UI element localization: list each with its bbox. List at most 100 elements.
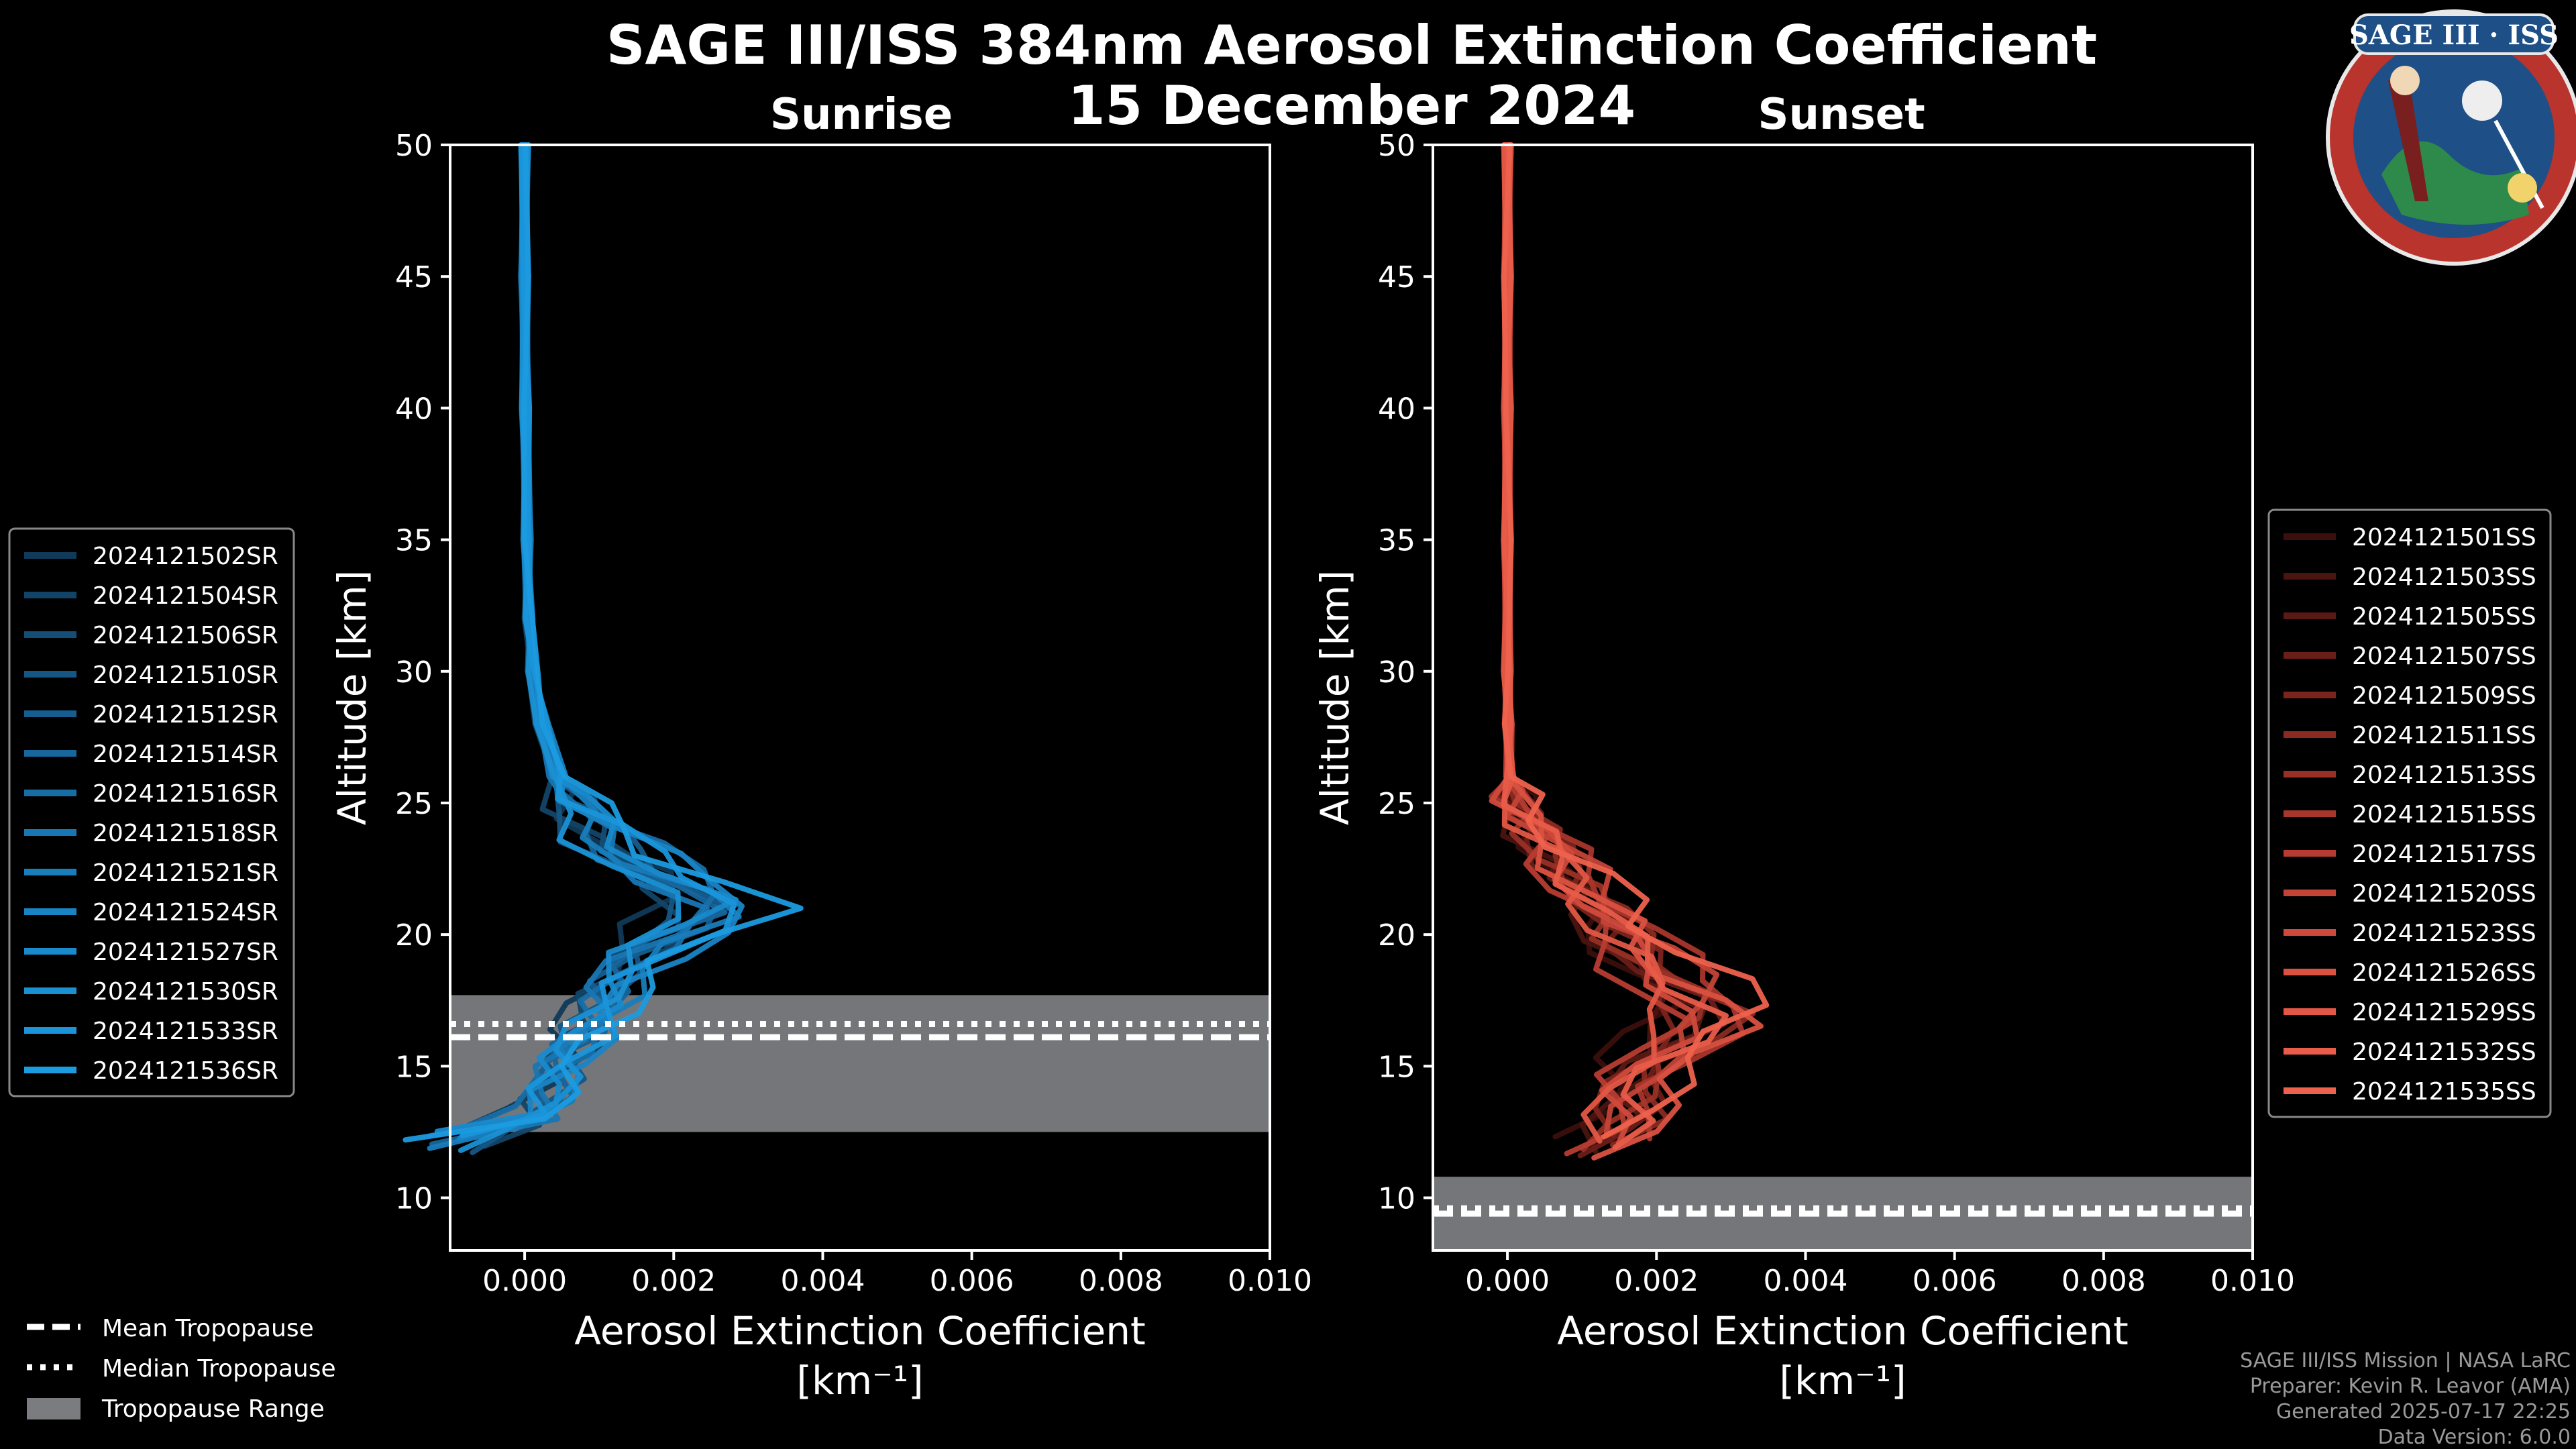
y-tick-label: 40 [395, 392, 433, 426]
profile-line-2024121526SS [1501, 142, 1764, 1161]
legend-label-2024121505SS: 2024121505SS [2352, 603, 2536, 631]
credits-block: SAGE III/ISS Mission | NASA LaRC Prepare… [2240, 1349, 2571, 1449]
x-tick-label: 0.002 [1614, 1264, 1699, 1298]
x-tick-label: 0.000 [482, 1264, 567, 1298]
y-tick-label: 35 [1378, 524, 1415, 558]
legend-label-2024121501SS: 2024121501SS [2352, 524, 2536, 551]
sunrise-y-axis-label: Altitude [km] [329, 570, 375, 825]
sunset-plot-frame [1432, 144, 2254, 1252]
legend-label-2024121520SS: 2024121520SS [2352, 880, 2536, 908]
sunset-profile-lines [1489, 142, 1770, 1161]
sage-iii-iss-mission-patch-icon: SAGE III · ISS [2326, 9, 2576, 266]
sunrise-profile-lines [402, 142, 804, 1155]
y-tick-label: 25 [1378, 787, 1415, 821]
legend-label-2024121513SS: 2024121513SS [2352, 761, 2536, 789]
sunset-panel-title: Sunset [1758, 90, 1925, 140]
y-tick-label: 30 [1378, 655, 1415, 690]
x-tick-label: 0.008 [1079, 1264, 1163, 1298]
median-tropopause-label: Median Tropopause [102, 1355, 336, 1383]
credit-mission: SAGE III/ISS Mission | NASA LaRC [2240, 1349, 2571, 1373]
y-tick-label: 30 [395, 655, 433, 690]
sunset-axis-ticks: 10 15 20 25 30 35 40 45 50 0.000 0.002 0.004 0.006 0.… [1378, 129, 2295, 1298]
tropopause-range-swatch [27, 1398, 80, 1419]
legend-label-2024121511SS: 2024121511SS [2352, 722, 2536, 749]
legend-label-2024121523SS: 2024121523SS [2352, 920, 2536, 947]
x-tick-label: 0.004 [1763, 1264, 1847, 1298]
legend-label-2024121516SR: 2024121516SR [93, 780, 278, 808]
y-tick-label: 20 [395, 918, 433, 953]
sunset-tropopause-lines [1433, 1205, 2253, 1217]
y-tick-label: 25 [395, 787, 433, 821]
legend-label-2024121517SS: 2024121517SS [2352, 841, 2536, 868]
x-tick-label: 0.010 [1228, 1264, 1312, 1298]
sunset-legend: 2024121501SS 2024121503SS 2024121505SS 2024… [2267, 508, 2552, 1118]
y-tick-label: 15 [395, 1050, 433, 1084]
sunrise-tropopause-lines [450, 1021, 1270, 1040]
figure-date: 15 December 2024 [1068, 74, 1635, 137]
legend-label-2024121504SR: 2024121504SR [93, 582, 278, 610]
legend-label-2024121536SR: 2024121536SR [93, 1057, 278, 1085]
y-tick-label: 40 [1378, 392, 1415, 426]
y-tick-label: 45 [1378, 260, 1415, 294]
sunset-panel: Sunset 10 15 20 25 30 35 40 45 50 0.000 0.002 0.004… [1312, 90, 2295, 1403]
legend-label-2024121533SR: 2024121533SR [93, 1018, 278, 1045]
sunrise-axis-ticks: 10 15 20 25 30 35 40 45 50 0.000 0.002 0.004 0.006 0.… [395, 129, 1312, 1298]
x-tick-label: 0.006 [930, 1264, 1014, 1298]
legend-label-2024121503SS: 2024121503SS [2352, 564, 2536, 591]
sunrise-legend: 2024121502SR 2024121504SR 2024121506SR 2024… [8, 527, 295, 1097]
profile-line-2024121532SS [1501, 142, 1729, 1150]
credit-data-version: Data Version: 6.0.0 [2378, 1426, 2571, 1449]
y-tick-label: 20 [1378, 918, 1415, 953]
sunrise-x-axis-label: Aerosol Extinction Coefficient [574, 1308, 1146, 1354]
y-tick-label: 10 [1378, 1182, 1415, 1216]
profile-line-2024121536SR [402, 142, 804, 1143]
y-tick-label: 10 [395, 1182, 433, 1216]
credit-generated: Generated 2025-07-17 22:25 [2276, 1400, 2571, 1424]
legend-label-2024121512SR: 2024121512SR [93, 701, 278, 729]
mean-tropopause-label: Mean Tropopause [102, 1315, 314, 1342]
patch-title: SAGE III · ISS [2349, 19, 2559, 51]
legend-label-2024121506SR: 2024121506SR [93, 622, 278, 649]
profile-line-2024121503SS [1500, 142, 1670, 1155]
tropopause-legend: Mean Tropopause Median Tropopause Tropop… [27, 1315, 336, 1423]
legend-label-2024121507SS: 2024121507SS [2352, 643, 2536, 670]
x-tick-label: 0.006 [1913, 1264, 1997, 1298]
legend-label-2024121518SR: 2024121518SR [93, 820, 278, 847]
sunrise-panel-title: Sunrise [770, 90, 953, 140]
x-tick-label: 0.008 [2061, 1264, 2146, 1298]
figure-title: SAGE III/ISS 384nm Aerosol Extinction Co… [606, 14, 2097, 76]
legend-label-2024121521SR: 2024121521SR [93, 859, 278, 887]
legend-label-2024121510SR: 2024121510SR [93, 661, 278, 689]
legend-label-2024121509SS: 2024121509SS [2352, 682, 2536, 710]
profile-line-2024121512SR [461, 142, 721, 1136]
legend-label-2024121514SR: 2024121514SR [93, 741, 278, 768]
y-tick-label: 45 [395, 260, 433, 294]
legend-label-2024121527SR: 2024121527SR [93, 938, 278, 966]
x-tick-label: 0.010 [2210, 1264, 2295, 1298]
legend-label-2024121502SR: 2024121502SR [93, 543, 278, 570]
profile-line-2024121535SS [1501, 142, 1770, 1140]
credit-preparer: Preparer: Kevin R. Leavor (AMA) [2250, 1375, 2571, 1398]
legend-label-2024121526SS: 2024121526SS [2352, 959, 2536, 987]
sunrise-x-axis-units: [km⁻¹] [796, 1358, 923, 1403]
sunset-x-axis-label: Aerosol Extinction Coefficient [1557, 1308, 2129, 1354]
y-tick-label: 35 [395, 524, 433, 558]
legend-label-2024121532SS: 2024121532SS [2352, 1038, 2536, 1066]
x-tick-label: 0.002 [631, 1264, 716, 1298]
sunset-x-axis-units: [km⁻¹] [1779, 1358, 1906, 1403]
legend-label-2024121530SR: 2024121530SR [93, 978, 278, 1006]
legend-label-2024121529SS: 2024121529SS [2352, 999, 2536, 1026]
sunset-y-axis-label: Altitude [km] [1312, 570, 1358, 825]
legend-label-2024121524SR: 2024121524SR [93, 899, 278, 926]
legend-box [2267, 508, 2552, 1118]
legend-box [8, 527, 295, 1097]
y-tick-label: 50 [395, 129, 433, 163]
legend-label-2024121515SS: 2024121515SS [2352, 801, 2536, 828]
sunrise-plot-frame [449, 144, 1271, 1252]
sunrise-panel: Sunrise 10 15 20 25 30 35 40 45 50 0.000 0.002 0.00… [329, 90, 1312, 1403]
tropopause-range-label: Tropopause Range [101, 1395, 325, 1423]
x-tick-label: 0.000 [1465, 1264, 1550, 1298]
y-tick-label: 15 [1378, 1050, 1415, 1084]
x-tick-label: 0.004 [780, 1264, 865, 1298]
